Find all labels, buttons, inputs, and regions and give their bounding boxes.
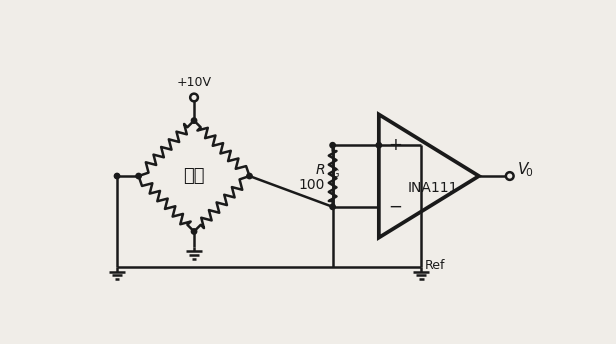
Circle shape bbox=[192, 118, 197, 123]
Text: −: − bbox=[388, 198, 402, 216]
Circle shape bbox=[330, 142, 335, 148]
Text: Ref: Ref bbox=[425, 259, 445, 272]
Text: R: R bbox=[315, 163, 325, 177]
Circle shape bbox=[376, 142, 381, 148]
Circle shape bbox=[190, 94, 198, 101]
Circle shape bbox=[192, 229, 197, 234]
Text: 电桥: 电桥 bbox=[184, 167, 205, 185]
Text: $V_{\!0}$: $V_{\!0}$ bbox=[517, 161, 534, 179]
Circle shape bbox=[506, 172, 514, 180]
Text: +10V: +10V bbox=[177, 76, 211, 89]
Text: +: + bbox=[388, 136, 402, 154]
Text: INA111: INA111 bbox=[408, 181, 458, 195]
Circle shape bbox=[136, 173, 141, 179]
Text: 100: 100 bbox=[299, 178, 325, 192]
Circle shape bbox=[247, 173, 252, 179]
Circle shape bbox=[330, 204, 335, 209]
Circle shape bbox=[115, 173, 120, 179]
Text: G: G bbox=[332, 169, 339, 179]
